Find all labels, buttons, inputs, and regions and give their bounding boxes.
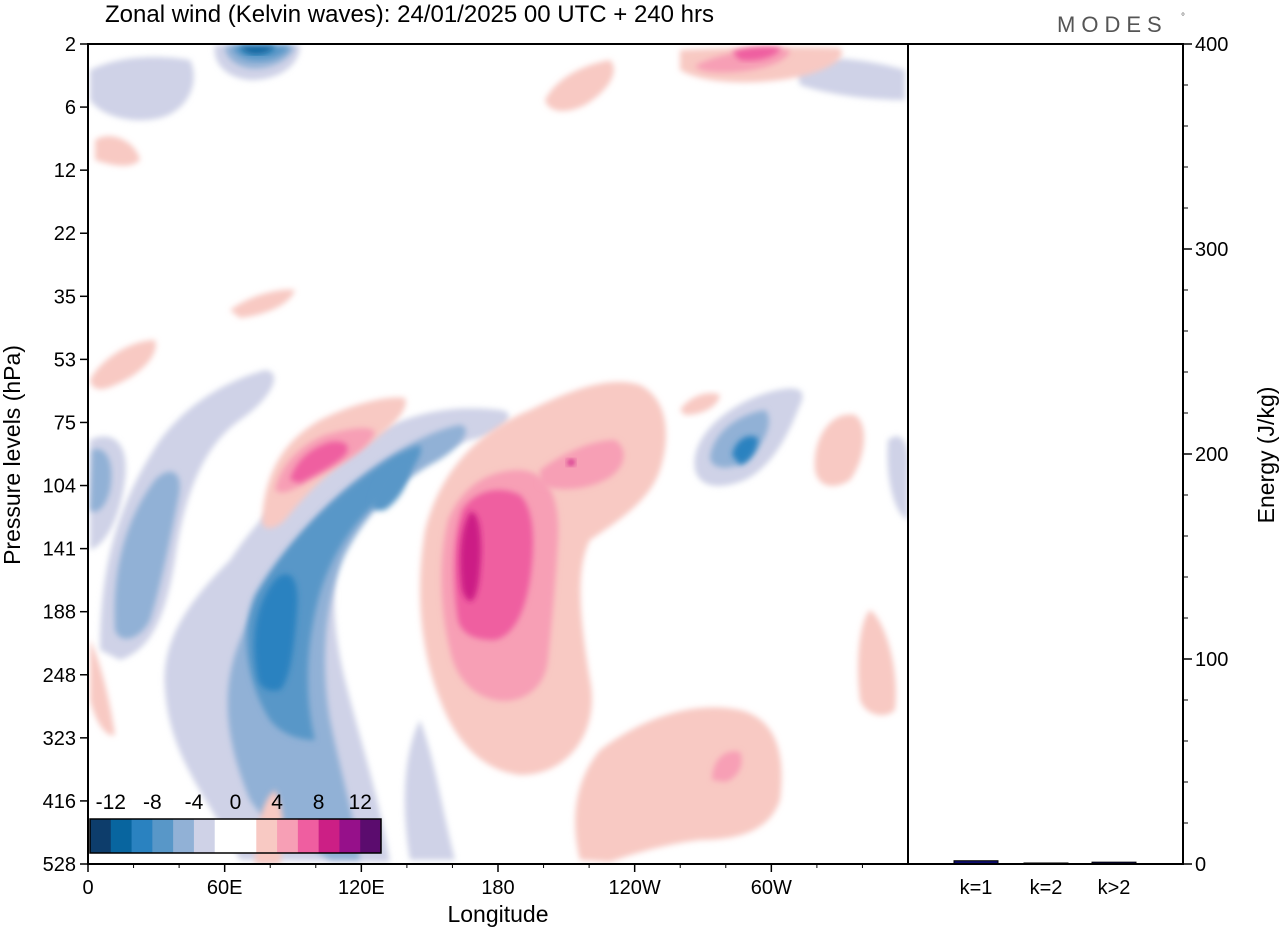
energy-y-ticks: 0 100 200 300 400 [1183, 34, 1228, 876]
contour-pos-top-mid [545, 60, 614, 112]
y-tick-label: 248 [43, 665, 76, 687]
contour-neg-edge-mid [90, 449, 112, 512]
contour-pos-west-outer [814, 414, 865, 486]
y-tick-label: 2 [65, 34, 76, 56]
contour-neg-wp-mid [710, 410, 769, 468]
logo-text: MODES [1057, 12, 1168, 37]
contour-neg-top-core [240, 46, 275, 55]
colorbar-label: -8 [143, 791, 162, 814]
contour-neg-wp-core [732, 435, 758, 465]
x-axis-label: Longitude [447, 901, 548, 927]
modes-logo: MODES ° [1057, 12, 1185, 37]
contour-field [90, 45, 908, 864]
contour-neg-east-edge [887, 436, 908, 520]
contour-pos-top-left [95, 136, 140, 166]
colorbar-segment [90, 819, 112, 853]
colorbar-segment [297, 819, 320, 853]
contour-neg-band-strong [246, 445, 421, 740]
colorbar-segment [235, 819, 257, 853]
colorbar-label: 0 [230, 791, 242, 814]
colorbar-label: -4 [185, 791, 204, 814]
y-tick-label: 53 [54, 349, 76, 371]
contour-neg-band-mid [227, 425, 466, 860]
y-tick-label: 188 [43, 602, 76, 624]
colorbar-segment [214, 819, 236, 853]
contour-neg-top-left [90, 57, 194, 121]
colorbar-segment [131, 819, 153, 853]
y-tick-label: 416 [43, 791, 76, 813]
x-tick-label: 0 [82, 877, 93, 899]
x-tick-label: 180 [481, 877, 514, 899]
contour-pos-edge-upper [90, 340, 156, 390]
y-tick-label: 22 [54, 223, 76, 245]
x-axis-ticks: 0 60E 120E 180 120W 60W [82, 864, 863, 899]
y-tick-label: 528 [43, 854, 76, 876]
contour-neg-core [254, 574, 298, 691]
contour-pos-edge-low [90, 640, 115, 736]
contour-pos-main-core [460, 511, 482, 602]
contour-pos-ext-mid [540, 440, 624, 490]
y-tick-label: 75 [54, 412, 76, 434]
contour-pos-top-strong [732, 46, 782, 61]
x-tick-label: 120W [609, 877, 661, 899]
energy-tick-label: 0 [1195, 854, 1206, 876]
contour-neg-west-mid [114, 471, 180, 639]
x-tick-label: 60W [751, 877, 792, 899]
colorbar-segment [110, 819, 133, 853]
contour-neg-low-sliver [404, 720, 455, 860]
energy-tick-label: 300 [1195, 239, 1228, 261]
contour-pos-ext-core [567, 459, 575, 466]
colorbar-segment [277, 819, 299, 853]
energy-category-label: k=1 [960, 877, 993, 899]
y-tick-label: 104 [43, 476, 76, 498]
y-axis-ticks: 2 6 12 22 35 53 75 104 141 188 248 323 416 528 [43, 34, 88, 876]
chart-title: Zonal wind (Kelvin waves): 24/01/2025 00… [105, 1, 714, 28]
contour-pos-mid-left [230, 289, 295, 318]
colorbar-segment [360, 819, 382, 853]
y-tick-label: 141 [43, 539, 76, 561]
colorbar-segment [339, 819, 361, 853]
colorbar-label: 8 [313, 791, 325, 814]
colorbar-segment [193, 819, 216, 853]
energy-tick-label: 400 [1195, 34, 1228, 56]
colorbar-segment [256, 819, 278, 853]
contour-neg-upper-strong [371, 457, 411, 511]
contour-pos-far-west [858, 610, 896, 716]
contour-pos-low-outer [575, 707, 782, 862]
x-tick-label: 120E [338, 877, 385, 899]
heatmap-panel: -12 -8 -4 0 4 8 12 0 60E 120E 180 120W 60W 2 6 12 22 35… [0, 34, 909, 927]
colorbar-label: -12 [96, 791, 126, 814]
colorbar-label: 12 [349, 791, 372, 814]
y-tick-label: 12 [54, 160, 76, 182]
y-tick-label: 35 [54, 286, 76, 308]
contour-pos-small-wp [680, 393, 720, 415]
colorbar-frame [89, 818, 382, 854]
energy-category-label: k=2 [1030, 877, 1063, 899]
y-tick-label: 323 [43, 728, 76, 750]
x-tick-label: 60E [207, 877, 243, 899]
energy-axis-label: Energy (J/kg) [1253, 387, 1279, 524]
energy-panel: k=1 k=2 k>2 0 100 200 300 400 Energy (J/kg) [907, 34, 1279, 899]
contour-pos-low-mid [712, 751, 742, 782]
energy-tick-label: 100 [1195, 649, 1228, 671]
colorbar-segment [173, 819, 195, 853]
colorbar: -12 -8 -4 0 4 8 12 [89, 791, 382, 854]
colorbar-label: 4 [271, 791, 283, 814]
energy-tick-label: 200 [1195, 444, 1228, 466]
logo-mark: ° [1181, 12, 1185, 23]
contour-pos-upper-strong [290, 441, 348, 483]
colorbar-segment [152, 819, 174, 853]
energy-frame [907, 43, 1184, 865]
energy-category-labels: k=1 k=2 k>2 [960, 877, 1131, 899]
colorbar-segment [318, 819, 340, 853]
y-tick-label: 6 [65, 97, 76, 119]
y-axis-label: Pressure levels (hPa) [0, 345, 25, 565]
energy-category-label: k>2 [1098, 877, 1131, 899]
